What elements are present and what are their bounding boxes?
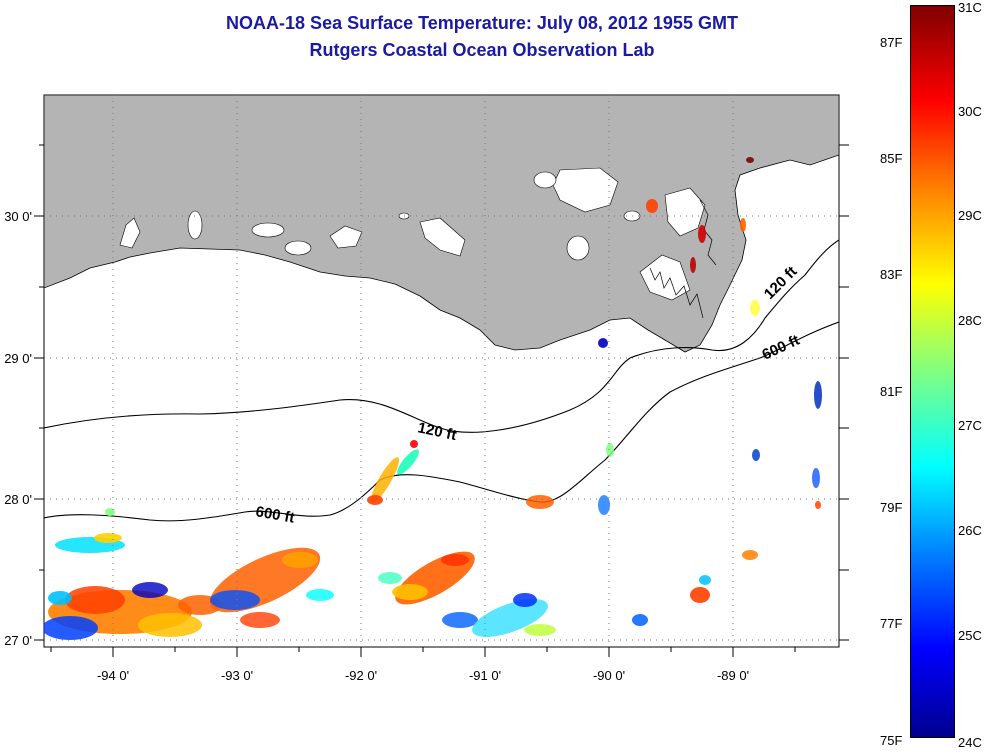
contour-120ft	[44, 239, 839, 433]
colorbar-c-label: 31C	[958, 0, 982, 15]
colorbar-f-label: 77F	[880, 616, 903, 631]
x-tick-label: -94 0'	[97, 668, 129, 683]
x-tick-label: -89 0'	[717, 668, 749, 683]
colorbar-f-label: 87F	[880, 35, 903, 50]
colorbar-c-label: 27C	[958, 418, 982, 433]
colorbar-f-label: 75F	[880, 733, 903, 748]
colorbar-c-label: 26C	[958, 523, 982, 538]
delta-detail	[649, 199, 717, 319]
axis-labels: -94 0' -93 0' -92 0' -91 0' -90 0' -89 0…	[4, 209, 749, 683]
colorbar-c-label: 29C	[958, 208, 982, 223]
x-tick-label: -93 0'	[221, 668, 253, 683]
inland-lakes	[119, 167, 706, 301]
y-tick-label: 27 0'	[4, 633, 32, 648]
gridlines	[44, 95, 839, 647]
colorbar-f-label: 79F	[880, 500, 903, 515]
colorbar-f-label: 83F	[880, 267, 903, 282]
tick-marks	[34, 144, 849, 657]
colorbar-c-label: 28C	[958, 313, 982, 328]
sst-patch-south-central	[472, 593, 556, 637]
colorbar-c-label: 25C	[958, 628, 982, 643]
x-tick-label: -92 0'	[345, 668, 377, 683]
colorbar-c-label: 30C	[958, 104, 982, 119]
map-title: NOAA-18 Sea Surface Temperature: July 08…	[226, 13, 738, 33]
temperature-colorbar	[910, 5, 955, 738]
sst-patch-central	[378, 551, 478, 628]
label-600ft: 600 ft	[254, 503, 296, 527]
x-tick-label: -90 0'	[593, 668, 625, 683]
contour-600ft	[44, 321, 839, 522]
y-tick-label: 28 0'	[4, 492, 32, 507]
colorbar-c-label: 24C	[958, 735, 982, 750]
y-tick-label: 30 0'	[4, 209, 32, 224]
sst-patch-east	[632, 300, 822, 626]
y-tick-label: 29 0'	[4, 351, 32, 366]
sst-patch-filaments	[367, 440, 614, 515]
sst-patch-west-central	[209, 547, 334, 628]
sst-patches	[44, 157, 822, 640]
map-subtitle: Rutgers Coastal Ocean Observation Lab	[309, 40, 655, 60]
x-tick-label: -91 0'	[469, 668, 501, 683]
colorbar-f-label: 85F	[880, 151, 903, 166]
sst-patch-southwest	[44, 582, 222, 640]
sst-patch-delta	[598, 157, 754, 348]
colorbar-f-label: 81F	[880, 384, 903, 399]
